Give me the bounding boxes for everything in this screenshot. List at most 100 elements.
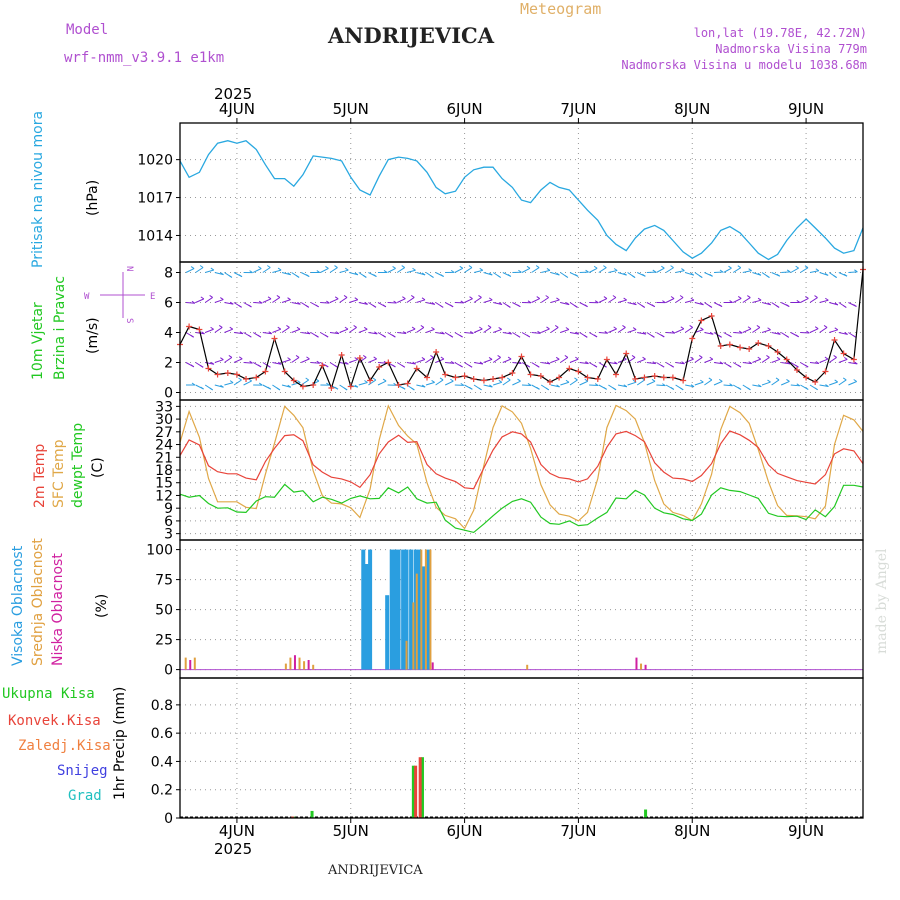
wind-vector [493,381,502,386]
wind-vector-head [373,274,377,277]
wind-vector-head [526,334,531,338]
wind-vector-head [747,326,752,330]
wind-vector-head [305,304,310,308]
wind-vector [704,332,714,335]
wind-gust-point [698,317,705,324]
wind-vector-head [295,355,300,358]
wind-vector [416,299,426,303]
wind-vector-head [795,364,799,368]
wind-vector [358,382,368,386]
wind-vector [588,267,598,273]
wind-vector [598,298,608,303]
wind-gust-point [253,374,260,381]
wind-vector [464,332,474,334]
wind-vector-head [777,331,781,335]
wind-vector [195,267,204,273]
wind-vector-head [248,378,252,382]
wind-gust-point [356,355,363,361]
sfc-temp-line [179,404,864,530]
model-elevation: Nadmorska Visina u modelu 1038.68m [621,58,867,72]
y-tick-label: 25 [155,633,173,649]
wind-vector-head [814,295,818,298]
wind-vector-head [431,302,436,305]
wind-vector [848,381,857,386]
wind-gust-point [831,337,838,343]
wind-vector [675,328,685,333]
cloud-bar [426,549,431,670]
wind-vector [550,358,560,363]
wind-gust-point [347,383,354,390]
cloud-bar [364,564,369,670]
cloud-ylabel-2: Srednja Oblacnost [30,538,46,666]
wind-vector-head [248,334,252,338]
wind-vector-head [612,387,617,391]
temp-ylabel-3: dewpt Temp [70,423,86,508]
wind-vector [569,332,579,335]
cloud-bar [396,549,401,670]
wind-gust-point [224,370,231,376]
cloud-bar [412,602,415,670]
wind-vector [665,267,674,273]
wind-vector-head [478,295,482,298]
wind-vector-head [479,326,483,330]
wind-vector-head [439,304,444,308]
wind-vector-head [199,364,204,368]
wind-vector [329,332,339,335]
wind-vector-head [190,266,195,269]
wind-gust-point [822,368,829,375]
wind-vector [627,302,637,306]
wind-vector [329,267,338,273]
wind-vector [761,357,770,363]
wind-vector-head [354,384,359,388]
wind-vector [752,299,762,303]
y-tick-label: 30 [155,412,173,428]
wind-gust-point [243,376,250,382]
wind-vector-head [238,274,243,278]
wind-vector-head [805,295,809,299]
wind-vector-head [642,331,647,335]
cloud-bar [640,663,643,670]
wind-vector [771,332,781,335]
wind-vector-head [603,386,607,390]
model-name: wrf-nmm_v3.9.1 e1km [64,50,224,66]
wind-vector-head [852,334,857,338]
wind-vector-head [460,382,465,386]
wind-gust-point [850,356,857,363]
wind-vector [377,362,388,364]
wind-panel: 0 2 4 6 8 [164,261,866,402]
wind-vector-head [708,305,713,308]
wind-vector-head [420,325,425,328]
wind-unit: (m/s) [85,317,101,354]
wind-vector [493,302,503,305]
cloud-bar [184,657,187,670]
wind-vector-head [843,273,848,277]
wind-vector-head [364,380,368,383]
wind-vector-head [450,378,454,382]
wind-vector-head [689,325,693,328]
wind-vector [214,327,223,333]
wind-vector-head [287,357,291,361]
wind-vector-head [190,364,195,368]
cloud-bar [385,595,390,670]
wind-vector-head [479,267,484,271]
wind-vector [531,267,540,273]
wind-gust-point [395,382,402,388]
wind-vector-head [843,356,848,360]
wind-vector-head [507,304,511,308]
wind-vector-head [719,361,724,365]
wind-vector-head [257,364,262,368]
wind-vector-head [748,361,753,365]
day-label-bottom-9JUN: 9JUN [788,822,824,840]
precip-bar [420,757,424,818]
wind-gust-point [708,313,715,319]
wind-vector-head [690,297,695,301]
wind-vector-head [545,387,550,391]
wind-vector-head [277,267,282,271]
wind-vector-head [488,297,493,301]
precip-legend-item: Snijeg [57,763,108,779]
y-tick-label: 9 [164,501,173,517]
compass-east: E [150,292,155,302]
y-tick-label: 15 [155,476,173,492]
wind-gust-point [271,335,278,342]
wind-vector-head [670,364,674,368]
